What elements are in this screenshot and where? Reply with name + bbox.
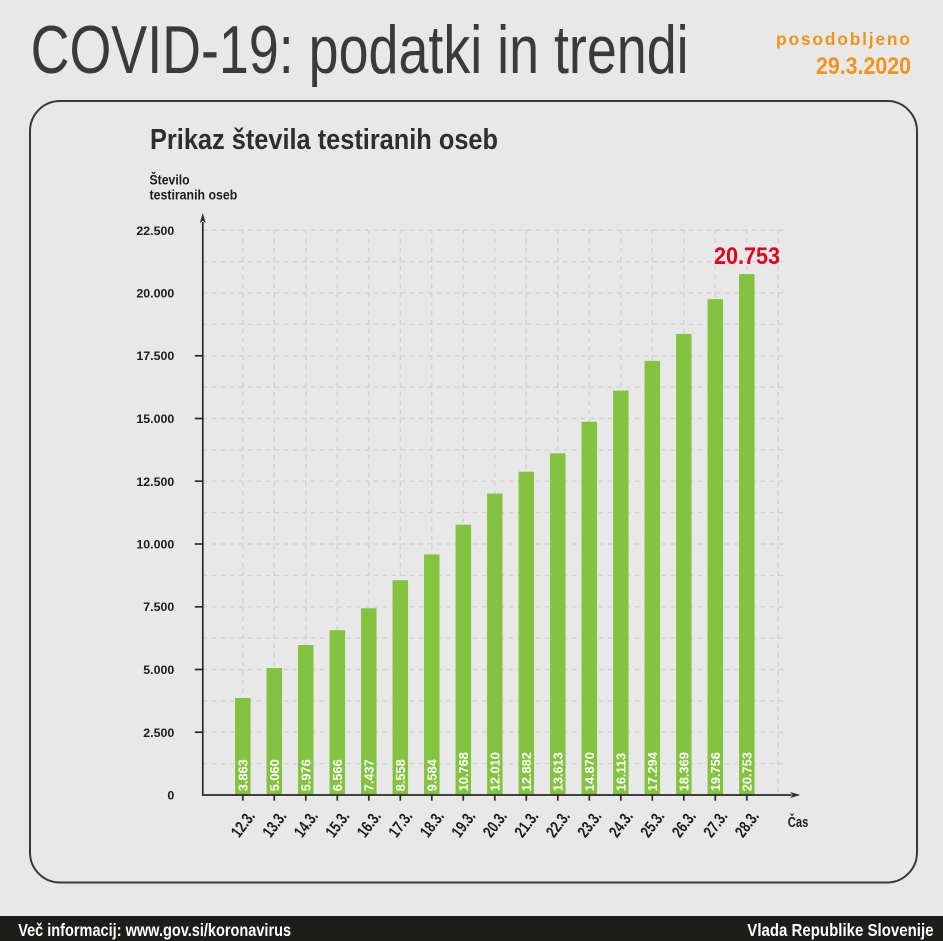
svg-text:20.000: 20.000 bbox=[136, 287, 174, 301]
svg-text:5.000: 5.000 bbox=[143, 663, 174, 677]
svg-text:25.3.: 25.3. bbox=[638, 808, 669, 841]
svg-text:27.3.: 27.3. bbox=[701, 808, 732, 841]
svg-text:17.294: 17.294 bbox=[645, 751, 660, 791]
svg-text:Prikaz števila testiranih oseb: Prikaz števila testiranih oseb bbox=[150, 124, 498, 156]
svg-text:16.3.: 16.3. bbox=[354, 808, 385, 841]
svg-text:Čas: Čas bbox=[788, 813, 809, 831]
svg-text:10.768: 10.768 bbox=[456, 752, 471, 791]
svg-text:5.060: 5.060 bbox=[267, 759, 282, 791]
svg-text:26.3.: 26.3. bbox=[669, 808, 700, 841]
svg-text:13.3.: 13.3. bbox=[260, 808, 291, 841]
svg-text:17.500: 17.500 bbox=[136, 349, 174, 363]
svg-text:17.3.: 17.3. bbox=[386, 808, 417, 841]
svg-text:5.976: 5.976 bbox=[298, 759, 313, 791]
svg-text:0: 0 bbox=[167, 789, 174, 803]
svg-text:15.3.: 15.3. bbox=[323, 808, 354, 841]
svg-text:testiranih oseb: testiranih oseb bbox=[150, 186, 238, 202]
svg-text:13.613: 13.613 bbox=[550, 752, 565, 791]
svg-text:18.369: 18.369 bbox=[676, 752, 691, 791]
svg-text:18.3.: 18.3. bbox=[417, 808, 448, 841]
svg-text:posodobljeno: posodobljeno bbox=[776, 29, 910, 49]
svg-text:10.000: 10.000 bbox=[136, 538, 174, 552]
svg-text:14.870: 14.870 bbox=[582, 752, 597, 791]
svg-text:COVID-19: podatki in trendi: COVID-19: podatki in trendi bbox=[31, 13, 689, 88]
svg-text:19.756: 19.756 bbox=[708, 752, 723, 791]
svg-text:20.3.: 20.3. bbox=[480, 808, 511, 841]
svg-text:22.3.: 22.3. bbox=[543, 808, 574, 841]
svg-text:20.753: 20.753 bbox=[739, 752, 754, 791]
svg-text:19.3.: 19.3. bbox=[449, 808, 480, 841]
svg-text:20.753: 20.753 bbox=[714, 243, 780, 270]
svg-text:8.558: 8.558 bbox=[393, 759, 408, 791]
svg-text:7.500: 7.500 bbox=[143, 600, 174, 614]
svg-text:23.3.: 23.3. bbox=[575, 808, 606, 841]
svg-text:22.500: 22.500 bbox=[136, 224, 174, 238]
svg-text:3.863: 3.863 bbox=[235, 759, 250, 791]
svg-text:2.500: 2.500 bbox=[143, 726, 174, 740]
svg-text:Več informacij: www.gov.si/kor: Več informacij: www.gov.si/koronavirus bbox=[18, 920, 291, 940]
svg-text:28.3.: 28.3. bbox=[732, 808, 763, 841]
svg-text:14.3.: 14.3. bbox=[291, 808, 322, 841]
svg-text:7.437: 7.437 bbox=[361, 759, 376, 791]
svg-text:12.010: 12.010 bbox=[487, 752, 502, 791]
svg-text:12.3.: 12.3. bbox=[228, 808, 259, 841]
svg-text:12.882: 12.882 bbox=[519, 752, 534, 791]
svg-text:29.3.2020: 29.3.2020 bbox=[816, 53, 911, 80]
svg-text:24.3.: 24.3. bbox=[606, 808, 637, 841]
svg-text:9.584: 9.584 bbox=[424, 758, 439, 791]
svg-text:21.3.: 21.3. bbox=[512, 808, 543, 841]
svg-text:6.566: 6.566 bbox=[330, 759, 345, 791]
svg-text:Število: Število bbox=[150, 171, 190, 188]
svg-text:15.000: 15.000 bbox=[136, 412, 174, 426]
svg-text:12.500: 12.500 bbox=[136, 475, 174, 489]
svg-text:Vlada Republike Slovenije: Vlada Republike Slovenije bbox=[747, 920, 933, 940]
svg-text:16.113: 16.113 bbox=[613, 753, 628, 791]
